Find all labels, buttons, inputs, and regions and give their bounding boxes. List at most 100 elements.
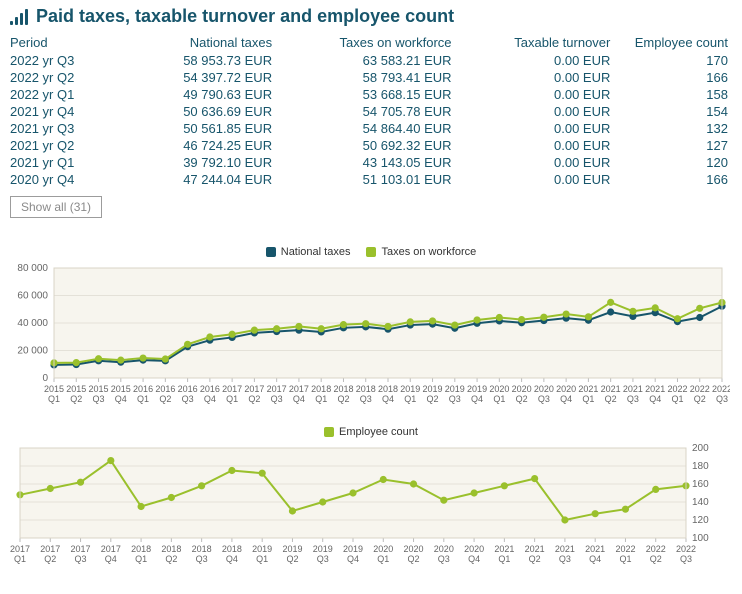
table-cell: 2022 yr Q2 <box>10 69 117 86</box>
table-cell: 53 668.15 EUR <box>276 86 455 103</box>
svg-text:Q1: Q1 <box>671 394 683 404</box>
svg-text:2017: 2017 <box>289 384 309 394</box>
svg-text:Q3: Q3 <box>75 554 87 564</box>
svg-text:2021: 2021 <box>585 544 605 554</box>
employees-chart-block: Employee count 1001201401601802002017Q12… <box>10 426 732 572</box>
table-cell: 54 705.78 EUR <box>276 103 455 120</box>
svg-text:Q3: Q3 <box>438 554 450 564</box>
svg-text:Q2: Q2 <box>529 554 541 564</box>
taxes-table: PeriodNational taxesTaxes on workforceTa… <box>10 33 732 188</box>
svg-text:2017: 2017 <box>101 544 121 554</box>
table-cell: 170 <box>614 52 732 69</box>
table-cell: 0.00 EUR <box>456 103 615 120</box>
svg-text:2019: 2019 <box>343 544 363 554</box>
svg-text:Q1: Q1 <box>135 554 147 564</box>
svg-text:2016: 2016 <box>200 384 220 394</box>
svg-text:Q2: Q2 <box>165 554 177 564</box>
svg-text:2021: 2021 <box>645 384 665 394</box>
svg-text:Q3: Q3 <box>93 394 105 404</box>
svg-text:2016: 2016 <box>155 384 175 394</box>
table-cell: 0.00 EUR <box>456 69 615 86</box>
svg-text:Q4: Q4 <box>293 394 305 404</box>
legend-item: Taxes on workforce <box>366 246 476 258</box>
svg-text:2021: 2021 <box>525 544 545 554</box>
svg-text:2021: 2021 <box>555 544 575 554</box>
svg-text:2015: 2015 <box>89 384 109 394</box>
table-cell: 2021 yr Q1 <box>10 154 117 171</box>
svg-text:2017: 2017 <box>40 544 60 554</box>
section-title: Paid taxes, taxable turnover and employe… <box>10 6 732 27</box>
table-cell: 0.00 EUR <box>456 154 615 171</box>
svg-text:2016: 2016 <box>133 384 153 394</box>
svg-text:2022: 2022 <box>646 544 666 554</box>
svg-text:2015: 2015 <box>44 384 64 394</box>
svg-text:2015: 2015 <box>66 384 86 394</box>
svg-text:Q3: Q3 <box>271 394 283 404</box>
table-cell: 0.00 EUR <box>456 120 615 137</box>
table-cell: 158 <box>614 86 732 103</box>
svg-text:Q1: Q1 <box>256 554 268 564</box>
table-cell: 132 <box>614 120 732 137</box>
svg-text:2017: 2017 <box>244 384 264 394</box>
table-row: 2022 yr Q358 953.73 EUR63 583.21 EUR0.00… <box>10 52 732 69</box>
svg-text:Q3: Q3 <box>538 394 550 404</box>
table-cell: 2021 yr Q3 <box>10 120 117 137</box>
svg-text:2018: 2018 <box>311 384 331 394</box>
svg-text:2017: 2017 <box>10 544 30 554</box>
svg-text:Q3: Q3 <box>182 394 194 404</box>
svg-text:Q2: Q2 <box>286 554 298 564</box>
svg-text:2019: 2019 <box>313 544 333 554</box>
column-header: Period <box>10 33 117 52</box>
svg-text:Q1: Q1 <box>137 394 149 404</box>
bar-chart-icon <box>10 9 28 25</box>
svg-text:Q3: Q3 <box>716 394 728 404</box>
svg-text:140: 140 <box>692 497 709 508</box>
table-cell: 47 244.04 EUR <box>117 171 276 188</box>
svg-text:Q2: Q2 <box>248 394 260 404</box>
column-header: National taxes <box>117 33 276 52</box>
table-cell: 127 <box>614 137 732 154</box>
svg-text:2020: 2020 <box>556 384 576 394</box>
table-cell: 50 692.32 EUR <box>276 137 455 154</box>
table-cell: 154 <box>614 103 732 120</box>
svg-text:2015: 2015 <box>111 384 131 394</box>
svg-text:Q1: Q1 <box>226 394 238 404</box>
svg-text:2021: 2021 <box>578 384 598 394</box>
employees-chart-legend: Employee count <box>10 426 732 438</box>
svg-text:2022: 2022 <box>667 384 687 394</box>
svg-text:Q2: Q2 <box>44 554 56 564</box>
svg-text:180: 180 <box>692 461 709 472</box>
svg-text:2019: 2019 <box>252 544 272 554</box>
svg-text:2021: 2021 <box>494 544 514 554</box>
legend-swatch <box>324 427 334 437</box>
svg-text:120: 120 <box>692 515 709 526</box>
column-header: Taxes on workforce <box>276 33 455 52</box>
show-all-button[interactable]: Show all (31) <box>10 196 102 218</box>
svg-text:Q2: Q2 <box>408 554 420 564</box>
column-header: Taxable turnover <box>456 33 615 52</box>
table-cell: 51 103.01 EUR <box>276 171 455 188</box>
svg-text:2019: 2019 <box>445 384 465 394</box>
table-cell: 50 636.69 EUR <box>117 103 276 120</box>
svg-text:Q4: Q4 <box>382 394 394 404</box>
legend-label: National taxes <box>281 246 351 258</box>
svg-text:2018: 2018 <box>333 384 353 394</box>
svg-text:2020: 2020 <box>512 384 532 394</box>
table-cell: 58 953.73 EUR <box>117 52 276 69</box>
svg-text:Q2: Q2 <box>605 394 617 404</box>
table-cell: 43 143.05 EUR <box>276 154 455 171</box>
svg-text:Q4: Q4 <box>649 394 661 404</box>
svg-text:Q1: Q1 <box>404 394 416 404</box>
table-cell: 39 792.10 EUR <box>117 154 276 171</box>
table-row: 2022 yr Q149 790.63 EUR53 668.15 EUR0.00… <box>10 86 732 103</box>
table-cell: 0.00 EUR <box>456 52 615 69</box>
taxes-chart-legend: National taxes Taxes on workforce <box>10 246 732 258</box>
svg-text:Q2: Q2 <box>427 394 439 404</box>
table-row: 2021 yr Q350 561.85 EUR54 864.40 EUR0.00… <box>10 120 732 137</box>
table-row: 2022 yr Q254 397.72 EUR58 793.41 EUR0.00… <box>10 69 732 86</box>
table-cell: 2021 yr Q4 <box>10 103 117 120</box>
table-row: 2020 yr Q447 244.04 EUR51 103.01 EUR0.00… <box>10 171 732 188</box>
svg-text:Q3: Q3 <box>196 554 208 564</box>
svg-text:Q1: Q1 <box>619 554 631 564</box>
svg-text:2020: 2020 <box>434 544 454 554</box>
